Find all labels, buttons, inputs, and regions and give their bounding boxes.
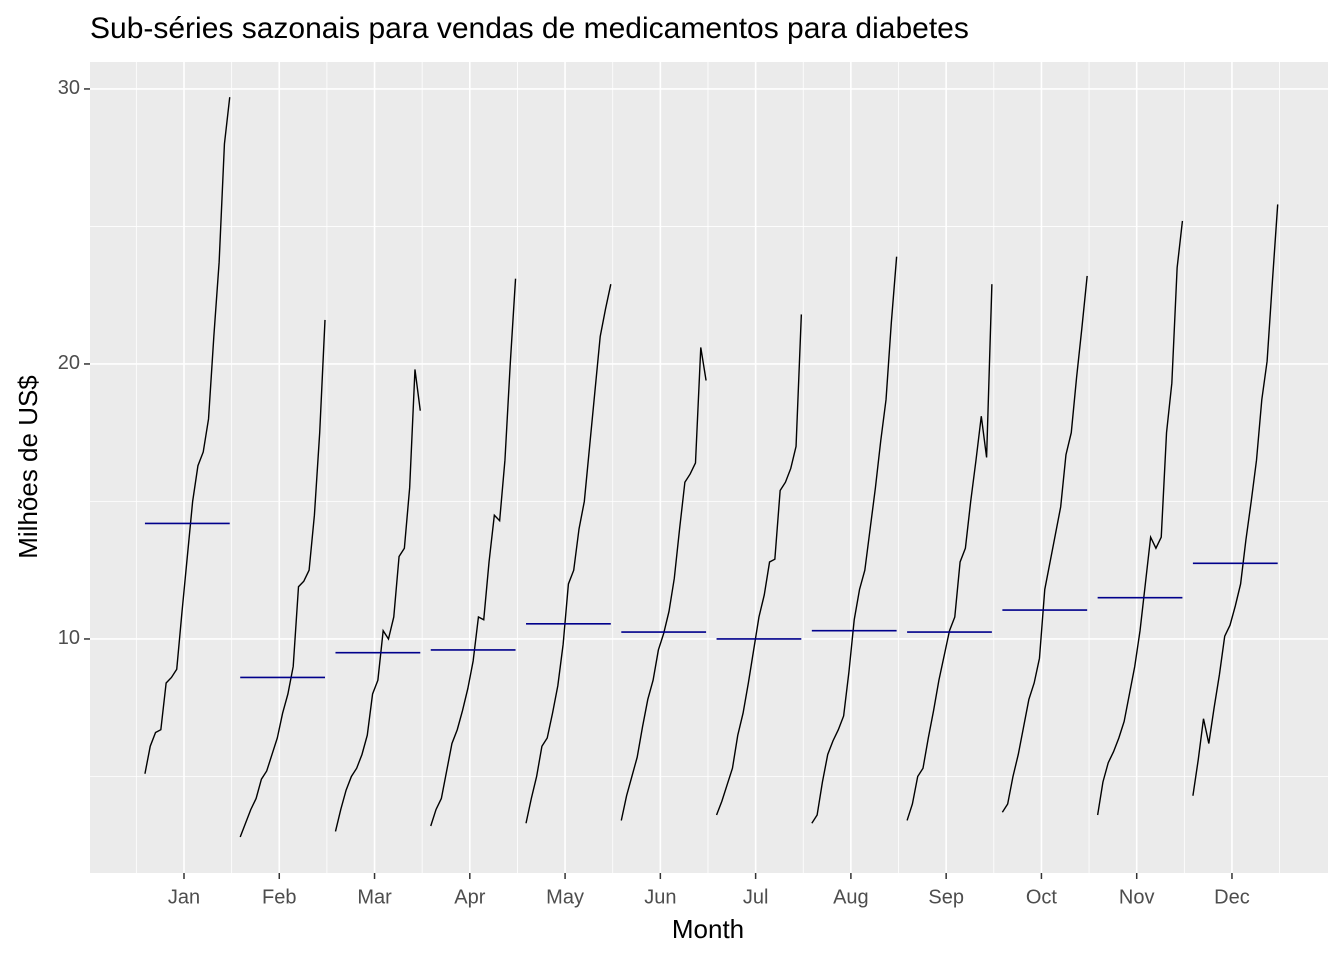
- subseries-line: [430, 278, 517, 827]
- x-tick-label: Jul: [743, 886, 769, 908]
- subseries-line: [1001, 275, 1088, 813]
- x-axis-title: Month: [672, 914, 744, 944]
- subseries-line: [1192, 204, 1279, 796]
- x-tick-label: Feb: [262, 886, 296, 908]
- x-tick-label: Mar: [357, 886, 392, 908]
- x-tick-label: Apr: [454, 886, 485, 908]
- x-tick-label: May: [546, 886, 584, 908]
- y-tick-label: 30: [58, 77, 80, 99]
- x-tick-label: Dec: [1214, 886, 1250, 908]
- x-tick-label: Nov: [1119, 886, 1155, 908]
- x-tick-label: Aug: [833, 886, 869, 908]
- y-tick-label: 10: [58, 627, 80, 649]
- subseries-line: [239, 319, 326, 838]
- subseries-line: [525, 284, 612, 824]
- subseries-line: [906, 284, 993, 821]
- chart-title: Sub-séries sazonais para vendas de medic…: [90, 12, 969, 45]
- x-tick-label: Jun: [644, 886, 676, 908]
- plot-background: [90, 62, 1328, 873]
- subseries-line: [144, 97, 231, 774]
- subseries-line: [620, 347, 707, 821]
- subseries-line: [334, 369, 421, 832]
- x-tick-label: Jan: [168, 886, 200, 908]
- y-axis-title: Milhões de US$: [13, 375, 43, 559]
- x-tick-label: Sep: [928, 886, 964, 908]
- y-tick-label: 20: [58, 352, 80, 374]
- x-tick-label: Oct: [1026, 886, 1058, 908]
- subseries-line: [811, 256, 898, 824]
- subseries-line: [715, 314, 803, 816]
- subseries-line: [1096, 220, 1184, 816]
